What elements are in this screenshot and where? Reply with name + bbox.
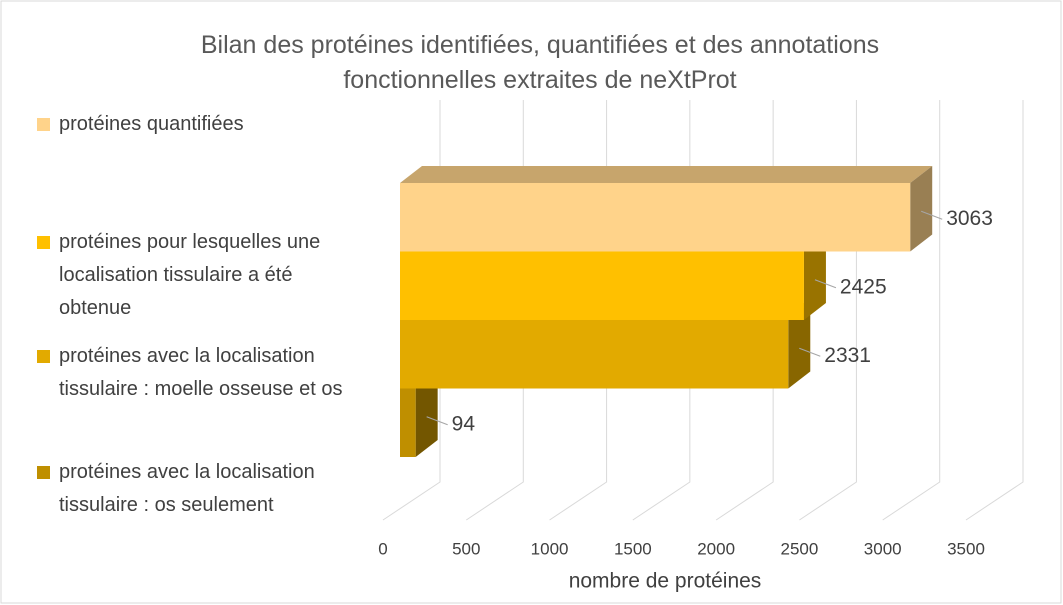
bar-front [400,183,911,252]
bar-side [788,303,811,389]
data-label: 2425 [840,275,887,298]
legend-label: protéines avec la localisation tissulair… [59,461,315,516]
x-tick-label: 3500 [947,539,985,558]
bar-side [415,371,438,457]
bar-side [910,166,933,252]
legend-label: protéines quantifiées [59,113,244,135]
leader-line [799,347,821,357]
x-tick-label: 1500 [614,539,652,558]
legend-swatch [37,466,50,479]
x-tick-label: 2000 [697,539,735,558]
x-tick-label: 1000 [531,539,569,558]
x-tick-label: 2500 [781,539,819,558]
legend-item: protéines quantifiées [37,108,359,141]
x-tick-label: 3000 [864,539,902,558]
data-label: 94 [452,412,476,435]
legend-label: protéines pour lesquelles une localisati… [59,231,321,319]
legend-item: protéines avec la localisation tissulair… [37,456,359,522]
legend-swatch [37,118,50,131]
bar-front [400,320,789,389]
grid-line [965,100,1024,521]
bar [400,166,933,252]
legend-swatch [37,236,50,249]
grid-line [882,100,941,521]
leader-line [814,279,837,289]
x-tick-label: 0 [378,539,387,558]
legend-item: protéines pour lesquelles une localisati… [37,226,359,325]
legend-swatch [37,350,50,363]
legend-item: protéines avec la localisation tissulair… [37,340,359,406]
data-label: 3063 [946,207,993,230]
data-label: 2331 [824,344,871,367]
leader-line [921,210,943,220]
bar-top [400,166,933,183]
x-tick-label: 500 [452,539,480,558]
bar-front [400,251,804,320]
leader-line [426,416,448,426]
bar-front [400,388,416,457]
legend-label: protéines avec la localisation tissulair… [59,345,343,400]
chart-title: Bilan des protéines identifiées, quantif… [200,31,880,94]
x-axis-title: nombre de protéines [569,570,762,593]
bar-side [803,234,826,320]
